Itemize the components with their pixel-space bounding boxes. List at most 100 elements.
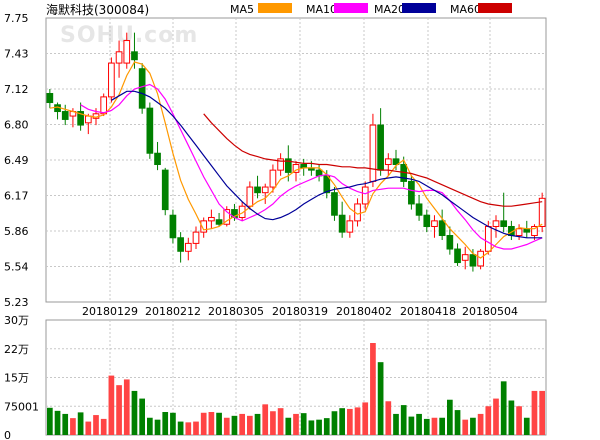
volume-bar — [300, 413, 307, 435]
ma-line-ma5 — [49, 61, 543, 259]
volume-bar — [93, 415, 99, 435]
legend-label-ma60: MA60 — [450, 3, 481, 16]
volume-tick-label: 30万 — [4, 314, 29, 327]
candle-body — [277, 158, 284, 171]
candle-body — [415, 203, 423, 216]
candle-body — [208, 216, 215, 222]
candle-body — [538, 197, 546, 227]
volume-bar — [170, 412, 176, 435]
candle-body — [377, 124, 384, 171]
volume-bar — [285, 417, 292, 435]
candle-body — [200, 220, 208, 233]
candle-body — [169, 214, 177, 239]
volume-bar — [262, 404, 269, 435]
candle-body — [192, 231, 200, 244]
candle-body — [77, 111, 84, 126]
volume-bar — [85, 421, 92, 435]
volume-bar — [270, 411, 276, 435]
candle-body — [84, 115, 92, 124]
candle-body — [100, 96, 108, 115]
volume-bar — [185, 422, 192, 435]
volume-bar — [147, 417, 153, 435]
candle-body — [338, 214, 346, 233]
candle-body — [292, 164, 300, 173]
volume-tick-label: 0 — [4, 429, 11, 440]
candle-body — [215, 219, 223, 225]
legend-swatch-ma60 — [478, 3, 512, 13]
date-tick-label: 20180402 — [336, 305, 392, 318]
candle-body — [454, 248, 461, 264]
volume-bar — [370, 343, 376, 435]
volume-y-axis: 30万 22万 15万 75001 0 — [4, 314, 39, 440]
volume-bar — [447, 399, 453, 435]
price-tick-label: 5.23 — [4, 296, 29, 309]
volume-bar — [331, 411, 338, 435]
volume-bar — [393, 413, 399, 435]
volume-bar — [70, 418, 76, 435]
candle-body — [284, 158, 292, 173]
volume-bar — [139, 398, 145, 435]
volume-bar — [385, 401, 392, 435]
candle-body — [461, 254, 469, 261]
volume-bar — [123, 379, 130, 435]
candle-body — [484, 225, 492, 252]
candle-body — [123, 40, 131, 64]
volume-bar — [277, 408, 284, 435]
volume-bar — [131, 390, 138, 435]
legend: MA5 MA10 MA20 MA60 — [230, 3, 512, 16]
volume-bar — [485, 406, 492, 435]
date-tick-label: 20180129 — [82, 305, 138, 318]
date-tick-label: 20180504 — [462, 305, 518, 318]
candle-body — [323, 175, 331, 194]
candle-body — [361, 186, 369, 205]
volume-bar — [47, 407, 53, 435]
volume-bar — [308, 420, 315, 435]
volume-bar — [200, 412, 207, 435]
candle-body — [431, 220, 438, 227]
candle-body — [423, 214, 431, 227]
volume-bar — [216, 412, 222, 435]
volume-bar — [416, 413, 422, 435]
volume-bar — [500, 381, 507, 435]
volume-bar — [516, 406, 522, 435]
date-tick-label: 20180418 — [400, 305, 456, 318]
candle-body — [392, 158, 400, 166]
volume-bar — [531, 390, 538, 435]
volume-bar — [62, 413, 69, 435]
date-tick-label: 20180305 — [208, 305, 264, 318]
candle-body — [246, 186, 254, 207]
candle-body — [500, 220, 508, 227]
volume-tick-label: 75001 — [4, 400, 39, 413]
price-tick-label: 6.17 — [4, 190, 29, 203]
volume-bar — [439, 417, 445, 435]
volume-bar — [316, 419, 322, 435]
candle-body — [108, 62, 115, 98]
volume-tick-label: 15万 — [4, 372, 29, 385]
candle-body — [154, 152, 161, 166]
volume-bar — [354, 407, 361, 435]
candle-body — [131, 51, 138, 61]
candlesticks — [46, 32, 546, 272]
candle-body — [138, 68, 146, 109]
price-tick-label: 6.80 — [4, 119, 29, 132]
price-tick-label: 7.75 — [4, 12, 29, 25]
volume-bar — [208, 412, 215, 435]
candle-body — [115, 51, 123, 64]
candle-body — [408, 180, 415, 205]
candle-body — [446, 235, 454, 250]
ma-line-ma20 — [111, 90, 543, 239]
volume-bar — [116, 385, 122, 435]
candle-body — [46, 93, 54, 104]
volume-bar — [477, 413, 484, 435]
legend-label-ma5: MA5 — [230, 3, 254, 16]
candle-body — [369, 124, 377, 182]
volume-bar — [162, 412, 169, 435]
volume-bar — [493, 398, 499, 435]
candle-body — [346, 220, 354, 233]
volume-bar — [431, 417, 438, 435]
volume-bar — [100, 418, 107, 435]
legend-label-ma20: MA20 — [374, 3, 405, 16]
legend-swatch-ma5 — [258, 3, 292, 13]
